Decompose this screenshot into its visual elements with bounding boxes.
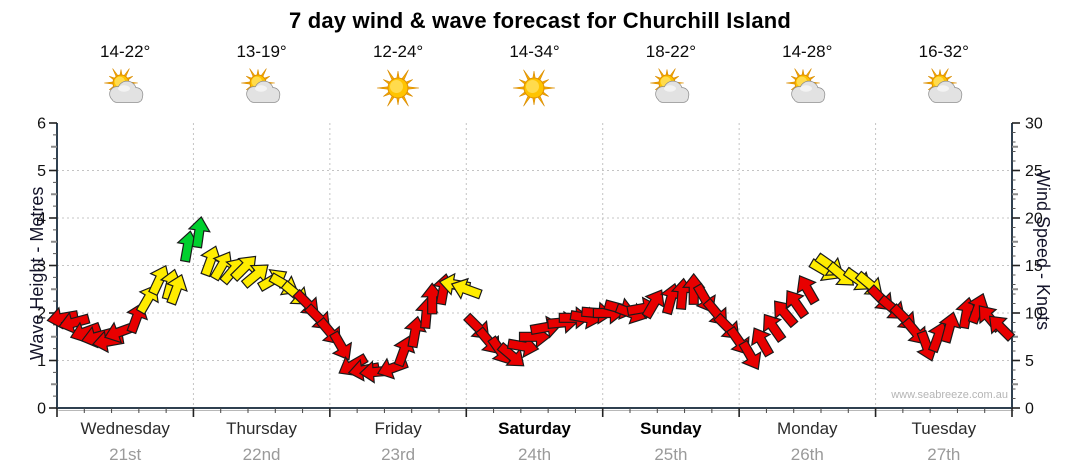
svg-text:5: 5 [37,163,46,180]
wind-arrow [165,273,188,306]
left-axis-title: Wave Height - Metres [27,186,47,360]
temperature-range: 14-28° [782,42,833,61]
svg-text:0: 0 [1025,401,1034,418]
temperature-range: 13-19° [236,42,287,61]
weather-icon-partly-cloudy [240,68,280,103]
wind-arrow [187,215,211,249]
day-column: 16-32° Tuesday 27th [876,42,1012,467]
wind-arrow [229,255,257,283]
left-axis-ticks [49,122,57,409]
wind-arrow [988,315,1016,342]
day-date: 21st [109,445,142,464]
temperature-range: 14-22° [100,42,151,61]
wind-arrow [641,289,665,320]
day-date: 24th [517,445,552,464]
wind-arrow [938,311,962,344]
day-name: Tuesday [911,419,977,438]
wind-arrow [785,290,810,320]
day-column: 12-24° Friday 23rd [330,42,466,467]
svg-text:15: 15 [1025,258,1043,275]
wind-arrow [738,339,762,371]
svg-text:20: 20 [1025,211,1043,228]
weather-icon-sunny [513,69,556,107]
wind-arrow [58,311,91,335]
weather-icon-partly-cloudy [104,68,144,103]
svg-text:4: 4 [37,211,46,228]
svg-text:25: 25 [1025,163,1043,180]
wind-arrow [496,341,525,367]
day-name: Monday [777,419,838,438]
temperature-range: 16-32° [918,42,969,61]
svg-text:3: 3 [37,258,46,275]
svg-text:2: 2 [37,306,46,323]
weather-icon-partly-cloudy [650,68,690,103]
day-name: Sunday [640,419,702,438]
wind-arrow [796,275,820,306]
wind-arrow [967,292,990,325]
wind-arrows [46,215,1016,384]
svg-text:6: 6 [37,116,46,133]
wind-arrow [774,300,799,329]
wind-arrow [420,282,444,315]
bottom-axis-ticks [56,408,1013,417]
temperature-range: 12-24° [372,42,424,61]
day-date: 27th [927,445,961,464]
svg-text:0: 0 [37,401,46,418]
weather-icon-sunny [377,69,420,107]
day-column: 18-22° Sunday 25th [603,42,739,467]
temperature-range: 18-22° [645,42,697,61]
wind-arrow [328,330,353,361]
wind-arrow [199,245,222,278]
svg-text:1: 1 [37,353,46,370]
svg-text:5: 5 [1025,353,1034,370]
watermark: www.seabreeze.com.au [891,389,1008,401]
svg-text:30: 30 [1025,116,1043,133]
right-axis-ticks [1012,122,1020,409]
day-date: 26th [790,445,824,464]
chart-title: 7 day wind & wave forecast for Churchill… [288,8,792,33]
day-column: 13-19° Thursday 22nd [193,42,329,467]
wind-arrow [751,327,775,358]
gridlines [57,123,1012,408]
wind-arrow [240,264,269,289]
left-axis-tick-labels: 0 1 2 3 4 5 6 [37,116,46,418]
temperature-range: 14-34° [509,42,560,61]
day-date: 22nd [242,445,281,464]
day-name: Friday [374,419,422,438]
day-name: Saturday [498,419,571,438]
wind-arrow [955,296,979,330]
day-date: 25th [654,445,688,464]
day-name: Thursday [226,419,298,438]
right-axis-title: Wind Speed - Knots [1033,170,1053,331]
day-name: Wednesday [80,419,170,438]
day-column: 14-34° Saturday 24th [466,42,602,467]
wind-arrow [762,313,787,344]
weather-icon-partly-cloudy [922,68,962,103]
svg-text:10: 10 [1025,306,1043,323]
day-column: 14-28° Monday 26th [739,42,875,467]
weather-icon-partly-cloudy [786,68,826,103]
day-column: 14-22° Wednesday 21st [57,42,193,467]
day-date: 23rd [381,445,416,464]
wind-arrow [450,277,483,300]
right-axis-tick-labels: 0 5 10 15 20 25 30 [1025,116,1043,418]
